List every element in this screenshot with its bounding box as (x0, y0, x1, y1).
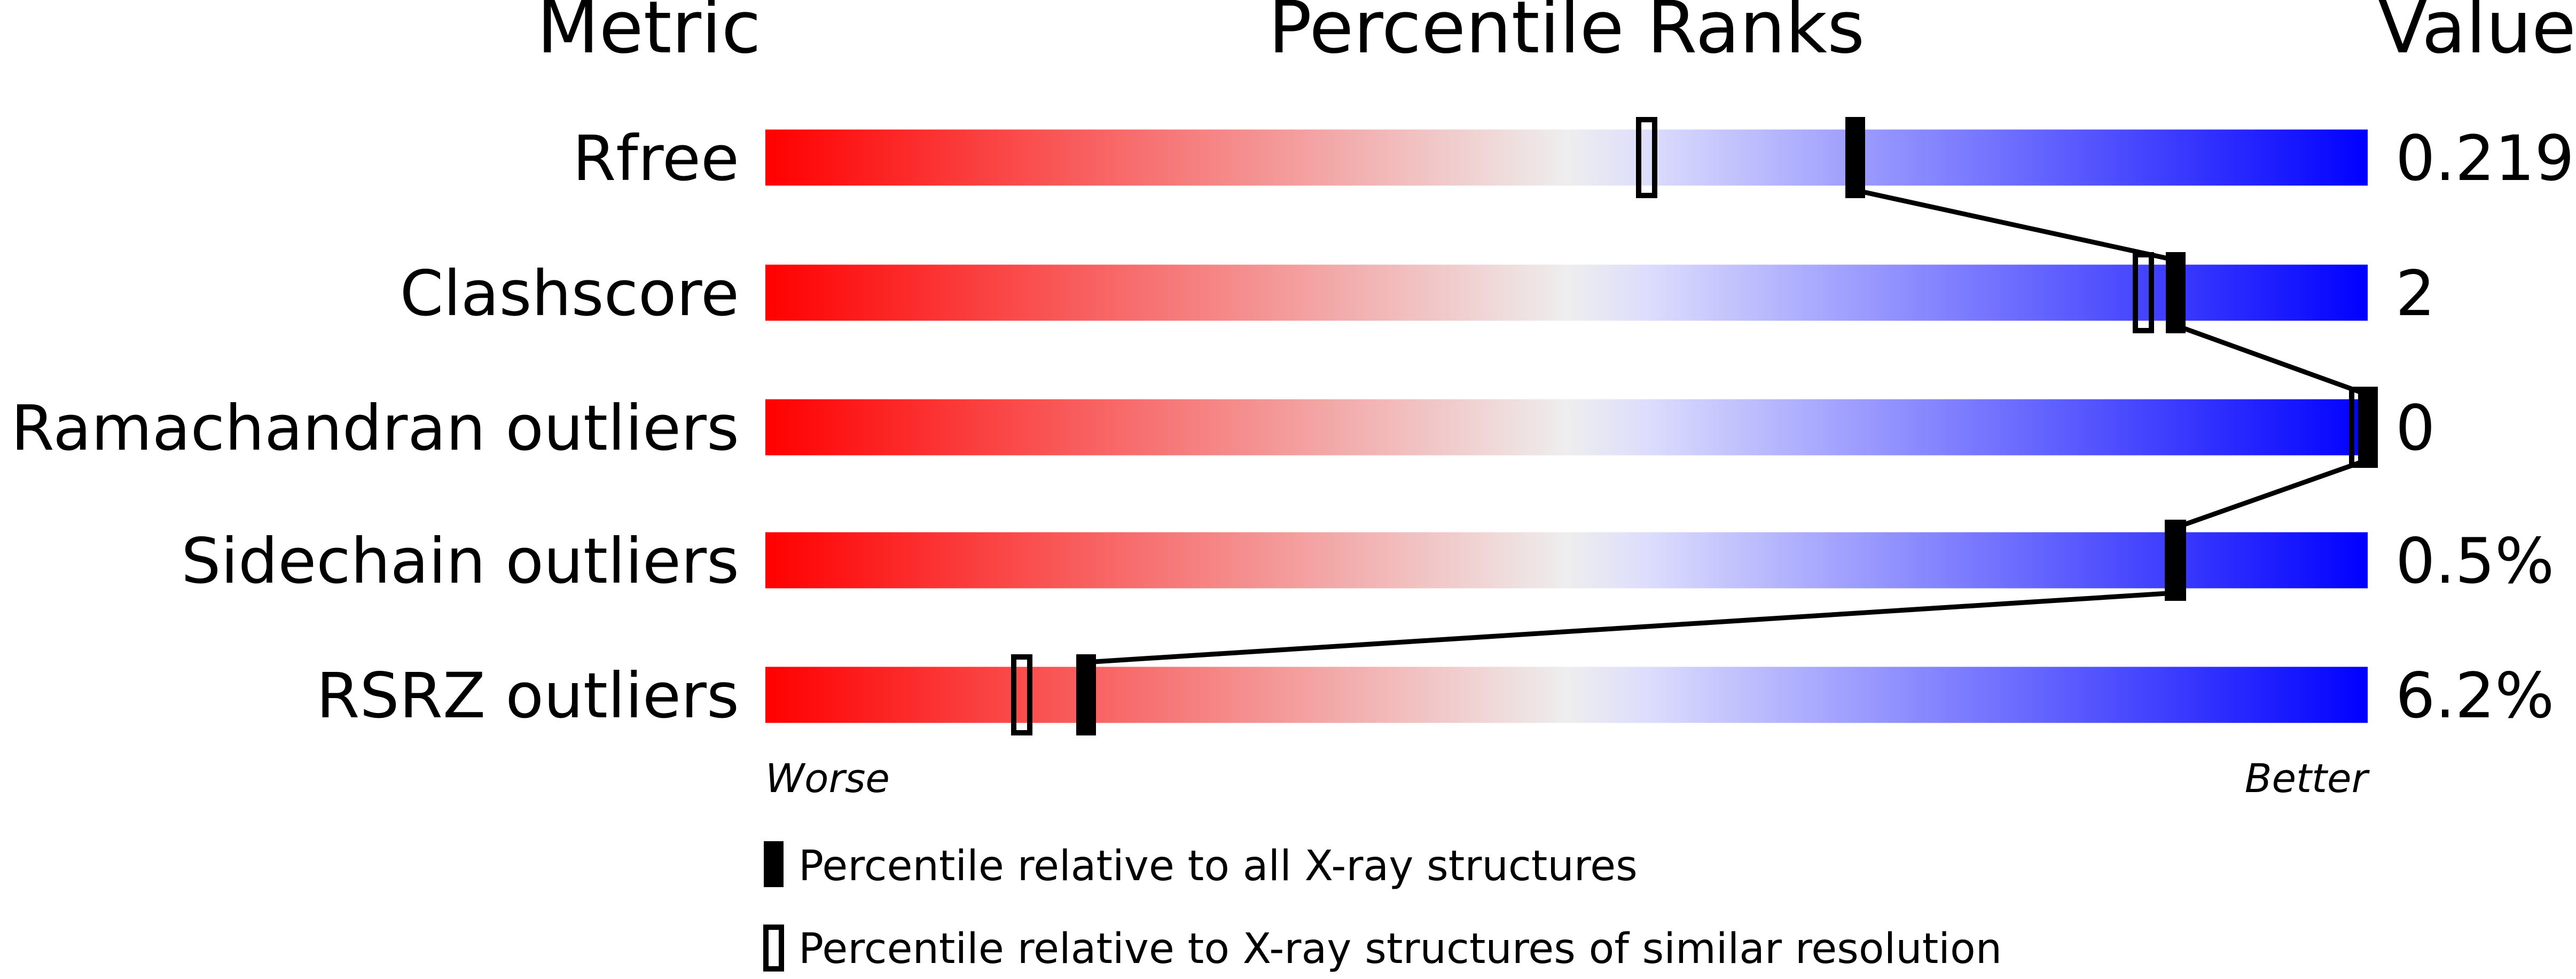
better-label: Better (2245, 756, 2370, 802)
all-structures-marker (1845, 117, 1865, 198)
percentile-bar (765, 399, 2368, 456)
percentile-bar (765, 264, 2368, 321)
connector-line (2174, 323, 2369, 397)
legend-similar-label: Percentile relative to X-ray structures … (798, 925, 2002, 973)
metric-label: Rfree (573, 122, 739, 195)
metric-value: 0.219 (2395, 122, 2574, 195)
worse-label: Worse (765, 756, 890, 802)
all-structures-marker (2166, 520, 2186, 601)
connector-line (1085, 590, 2176, 665)
metric-value: 0.5% (2395, 524, 2554, 598)
header-percentile: Percentile Ranks (1269, 0, 1865, 69)
metric-label: RSRZ outliers (316, 659, 739, 732)
header-metric: Metric (537, 0, 761, 69)
metric-label: Ramachandran outliers (11, 391, 740, 465)
legend-filled-marker (764, 841, 784, 887)
legend-all-label: Percentile relative to all X-ray structu… (798, 842, 1638, 890)
percentile-bar (765, 129, 2368, 186)
percentile-bar (765, 532, 2368, 589)
metric-value: 2 (2395, 257, 2435, 330)
legend-hollow-marker (763, 925, 784, 972)
similar-resolution-marker (1011, 654, 1032, 735)
all-structures-marker (1076, 654, 1096, 735)
connector-line (1854, 187, 2176, 263)
metric-value: 6.2% (2395, 659, 2554, 732)
similar-resolution-marker (1636, 117, 1657, 198)
metric-label: Sidechain outliers (181, 524, 739, 598)
all-structures-marker (2166, 252, 2186, 333)
connector-line (2174, 457, 2369, 530)
metric-label: Clashscore (400, 257, 739, 330)
metric-value: 0 (2395, 391, 2435, 465)
percentile-bar (765, 667, 2368, 723)
header-value: Value (2378, 0, 2576, 69)
all-structures-marker (2358, 387, 2378, 468)
